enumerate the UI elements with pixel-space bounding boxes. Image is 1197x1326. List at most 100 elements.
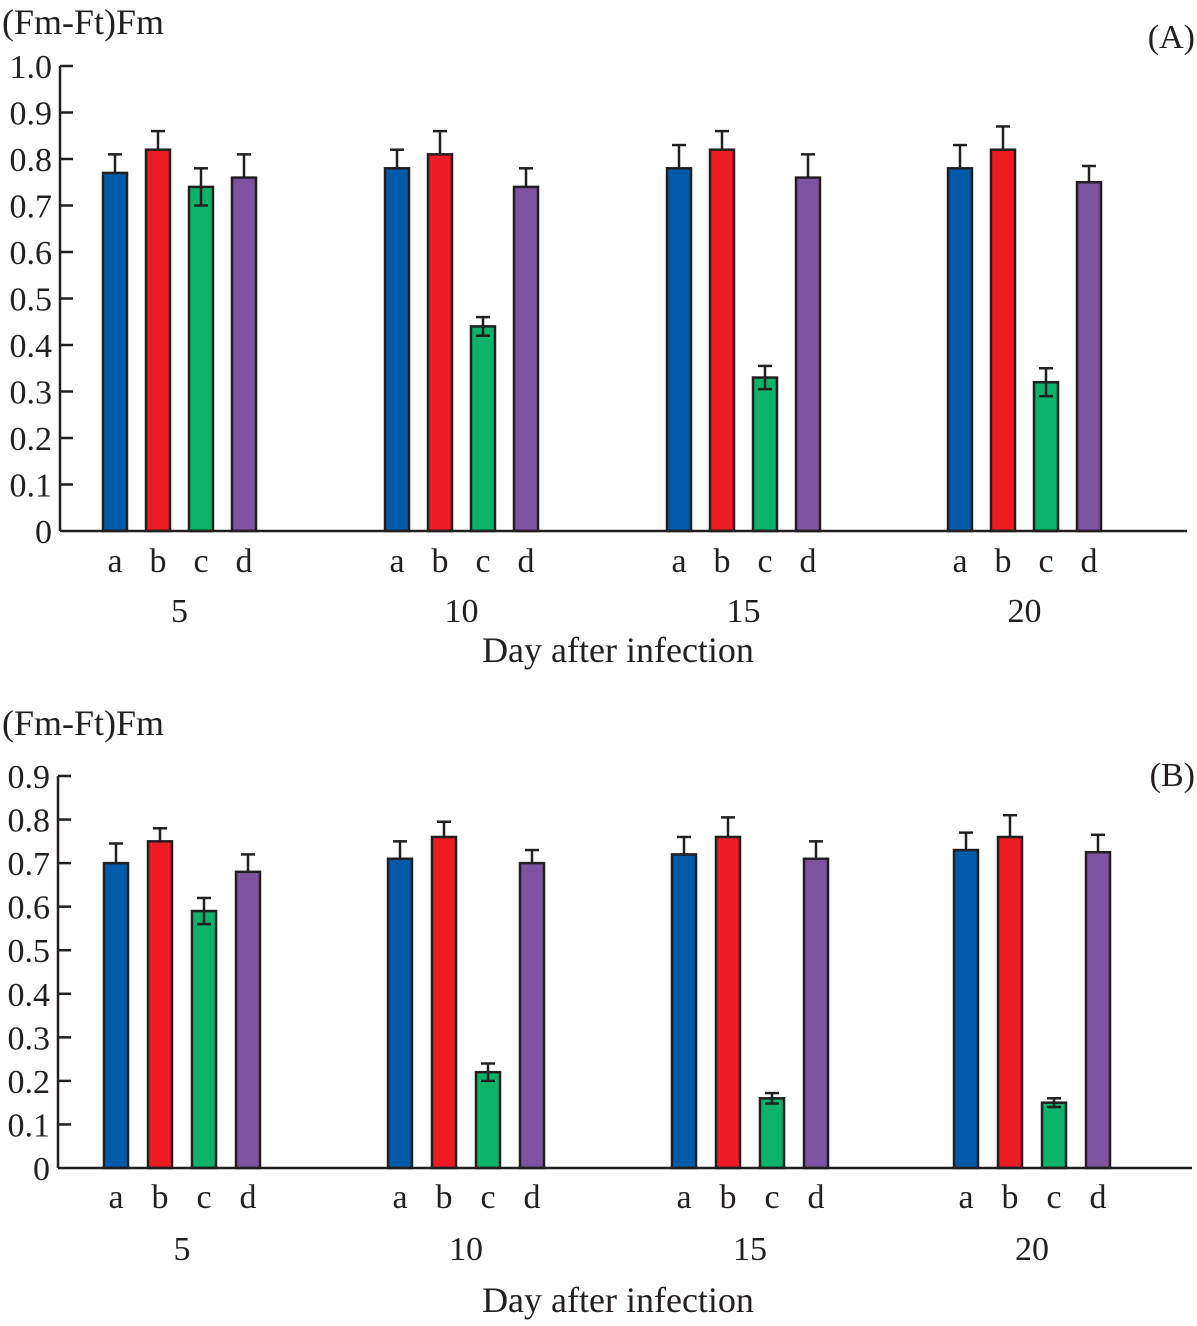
sub-category-label: c [196,1179,211,1216]
y-tick-label: 0.1 [8,1107,51,1144]
bar-c-day-5 [190,909,218,1170]
sub-category-label: d [800,543,817,580]
sub-category-label: b [432,543,449,580]
day-label: 15 [733,1231,767,1268]
sub-category-label: d [1081,543,1098,580]
y-tick-label: 0.4 [8,977,51,1014]
y-axis-label: (Fm-Ft)Fm [2,2,164,42]
sub-category-label: a [389,543,404,580]
y-axis-ticks: 0 0.1 0.2 0.3 0.4 0.5 0.6 0.7 0.8 0.9 1.0 [10,49,73,551]
y-tick-label: 0.3 [8,1020,51,1057]
sub-category-label: b [995,543,1012,580]
sub-category-label: b [152,1179,169,1216]
bar-a-day-10 [386,857,414,1170]
y-tick-label: 0.7 [10,189,53,226]
bar-a-day-20 [952,848,980,1170]
bar-a-day-15 [670,853,698,1170]
y-tick-label: 0.3 [10,375,53,412]
sub-category-label: d [524,1179,541,1216]
y-tick-label: 0 [33,1151,50,1188]
bar-c-day-5 [187,185,215,533]
bar-b-day-5 [144,148,172,533]
sub-category-label: d [1090,1179,1107,1216]
bar-d-day-15 [802,857,830,1170]
y-axis-ticks: 0 0.1 0.2 0.3 0.4 0.5 0.6 0.7 0.8 0.9 [8,759,71,1188]
bar-b-day-5 [146,840,174,1170]
sub-category-label: b [714,543,731,580]
y-tick-label: 0.8 [10,142,53,179]
bar-c-day-20 [1040,1101,1068,1170]
sub-category-label: a [392,1179,407,1216]
bar-a-day-10 [383,167,411,533]
bar-c-day-15 [758,1097,786,1170]
sub-category-label: a [107,543,122,580]
sub-category-label: a [952,543,967,580]
bar-d-day-5 [230,176,258,533]
day-label: 15 [727,593,761,630]
sub-category-label: b [720,1179,737,1216]
sub-category-label: c [1038,543,1053,580]
bar-a-day-20 [946,167,974,533]
sub-category-label: d [240,1179,257,1216]
sub-category-label: d [808,1179,825,1216]
y-tick-label: 0.2 [8,1064,51,1101]
x-axis-label: Day after infection [482,630,754,670]
day-label: 5 [174,1231,191,1268]
day-label: 20 [1015,1231,1049,1268]
sub-category-label: a [676,1179,691,1216]
sub-category-label: b [150,543,167,580]
bar-b-day-10 [426,153,454,533]
bar-b-day-15 [708,148,736,533]
bar-b-day-20 [989,148,1017,533]
sub-category-label: c [193,543,208,580]
y-tick-label: 1.0 [10,49,53,86]
panel-label: (A) [1148,19,1195,56]
y-tick-label: 0.7 [8,846,51,883]
bar-c-day-15 [751,376,779,533]
x-axis-label: Day after infection [482,1280,754,1320]
bars [102,813,1112,1170]
panel-a: (Fm-Ft)Fm (A) Day after infection 0 0.1 0.… [2,2,1195,670]
bar-a-day-5 [102,861,130,1170]
bar-b-day-20 [996,835,1024,1170]
sub-category-label: a [958,1179,973,1216]
sub-category-label: c [764,1179,779,1216]
y-tick-label: 0.9 [8,759,51,796]
bar-c-day-10 [469,325,497,533]
day-label: 20 [1008,593,1042,630]
y-tick-label: 0.5 [8,933,51,970]
bar-c-day-10 [474,1070,502,1170]
sub-category-label: b [1002,1179,1019,1216]
bar-c-day-20 [1032,380,1060,533]
y-tick-label: 0.1 [10,468,53,505]
sub-category-label: b [436,1179,453,1216]
y-tick-label: 0.8 [8,803,51,840]
panel-label: (B) [1150,757,1195,794]
y-tick-label: 0 [35,514,52,551]
sub-category-label: c [475,543,490,580]
bar-d-day-15 [794,176,822,533]
sub-category-label: d [518,543,535,580]
sub-category-label: a [671,543,686,580]
bar-d-day-20 [1084,850,1112,1170]
day-label: 10 [445,593,479,630]
y-tick-label: 0.4 [10,328,53,365]
sub-category-label: d [236,543,253,580]
panel-b: (Fm-Ft)Fm (B) Day after infection 0 0.1 0.… [2,703,1195,1320]
sub-category-label: c [480,1179,495,1216]
bar-b-day-15 [714,835,742,1170]
bar-d-day-5 [234,870,262,1170]
bars [101,125,1103,533]
day-label: 10 [449,1231,483,1268]
y-tick-label: 0.5 [10,282,53,319]
sub-category-label: a [108,1179,123,1216]
y-axis-label: (Fm-Ft)Fm [2,703,164,743]
bar-d-day-10 [518,861,546,1170]
day-label: 5 [171,593,188,630]
sub-category-label: c [1046,1179,1061,1216]
bar-d-day-20 [1075,181,1103,533]
bar-d-day-10 [512,185,540,533]
